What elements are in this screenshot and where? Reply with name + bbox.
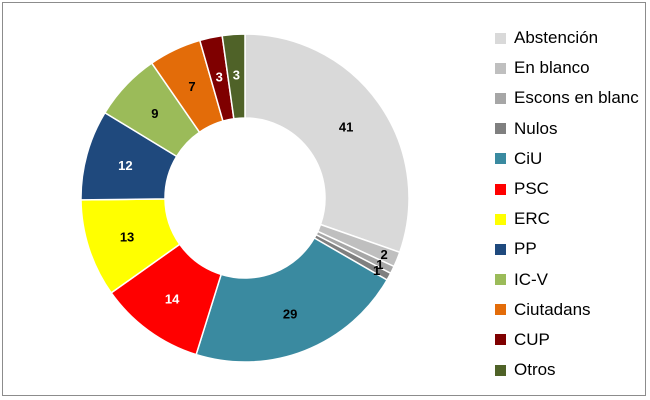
legend-label-7: PP (514, 239, 537, 259)
slice-label-10: 3 (216, 70, 223, 85)
legend-swatch-8 (495, 274, 506, 286)
legend-swatch-4 (495, 153, 506, 165)
legend-swatch-9 (495, 304, 506, 316)
legend-label-4: CiU (514, 148, 543, 168)
legend-item-8: IC-V (495, 265, 645, 295)
legend-item-7: PP (495, 234, 645, 264)
legend-label-6: ERC (514, 209, 550, 229)
legend-item-10: CUP (495, 325, 645, 355)
slice-4 (195, 236, 389, 363)
legend-item-9: Ciutadans (495, 295, 645, 325)
legend-item-2: Escons en blanc (495, 83, 645, 113)
legend: Abstención En blanco Escons en blanc Nulos C… (495, 23, 645, 385)
chart-area: 41 2 1 1 29 14 13 12 9 7 3 3 Abstención En blanco Esc… (2, 2, 646, 396)
slice-label-7: 12 (118, 158, 132, 173)
legend-label-11: Otros (514, 360, 556, 380)
slice-label-5: 14 (165, 291, 180, 306)
legend-swatch-0 (495, 32, 506, 44)
legend-item-0: Abstención (495, 23, 645, 53)
legend-label-8: IC-V (514, 269, 548, 289)
legend-swatch-6 (495, 213, 506, 225)
legend-swatch-7 (495, 243, 506, 255)
legend-swatch-10 (495, 334, 506, 346)
legend-swatch-11 (495, 364, 506, 376)
legend-label-5: PSC (514, 179, 549, 199)
legend-item-5: PSC (495, 174, 645, 204)
slice-label-9: 7 (188, 79, 195, 94)
slice-0 (244, 33, 410, 254)
legend-swatch-1 (495, 62, 506, 74)
slice-label-3: 1 (373, 263, 380, 278)
slice-label-0: 41 (339, 119, 353, 134)
legend-label-9: Ciutadans (514, 299, 591, 319)
legend-swatch-3 (495, 123, 506, 135)
slice-11 (221, 33, 246, 120)
legend-label-1: En blanco (514, 58, 590, 78)
slice-label-4: 29 (283, 307, 297, 322)
legend-item-3: Nulos (495, 114, 645, 144)
legend-item-11: Otros (495, 355, 645, 385)
slice-label-1: 2 (380, 247, 387, 262)
slice-label-2: 1 (376, 257, 383, 272)
legend-item-1: En blanco (495, 53, 645, 83)
legend-label-3: Nulos (514, 118, 558, 138)
legend-swatch-2 (495, 92, 506, 104)
legend-swatch-5 (495, 183, 506, 195)
legend-label-0: Abstención (514, 28, 599, 48)
slice-label-8: 9 (151, 106, 158, 121)
legend-label-10: CUP (514, 329, 550, 349)
slice-label-11: 3 (233, 67, 240, 82)
legend-item-6: ERC (495, 204, 645, 234)
legend-item-4: CiU (495, 144, 645, 174)
slice-label-6: 13 (120, 229, 134, 244)
legend-label-2: Escons en blanc (514, 88, 639, 108)
